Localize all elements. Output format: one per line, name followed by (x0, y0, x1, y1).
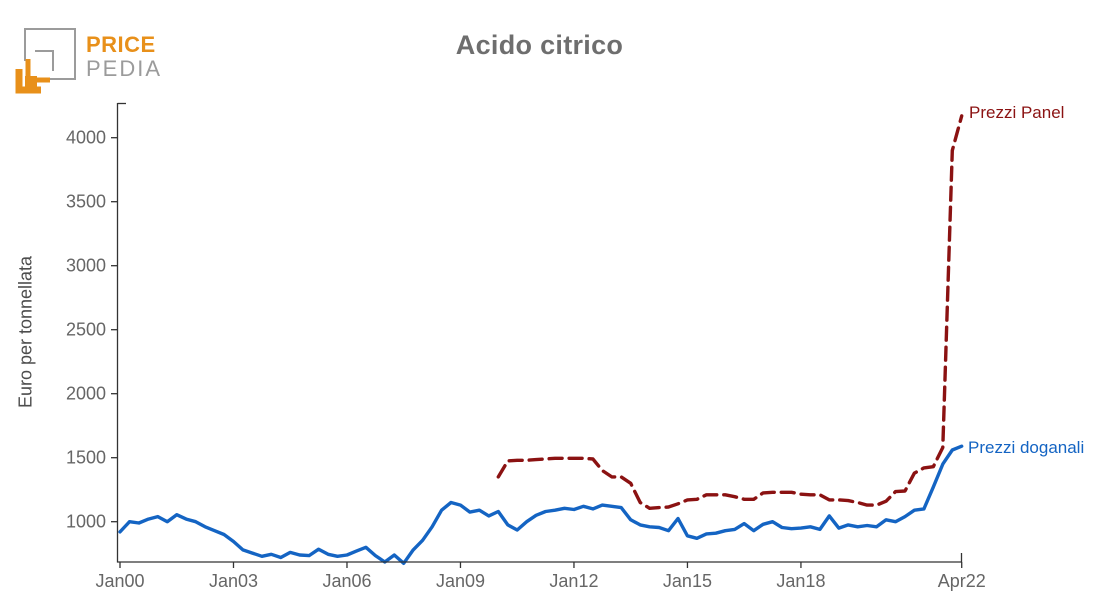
y-tick-label: 1500 (66, 448, 106, 468)
y-tick-label: 4000 (66, 128, 106, 148)
y-tick-label: 3000 (66, 256, 106, 276)
series-line-prezzi-doganali (118, 444, 964, 565)
y-tick-label: 1000 (66, 512, 106, 532)
axis-ticks: 1000 1500 2000 2500 3000 3500 4000 Jan00 Jan03 Ja… (66, 128, 986, 591)
logo-orange-square (25, 76, 37, 88)
x-tick-label: Jan06 (322, 571, 371, 591)
pricepedia-logo-text: PRICE PEDIA (86, 34, 162, 80)
logo-inner-corner (35, 50, 54, 71)
x-tick-label: Jan12 (549, 571, 598, 591)
y-tick-label: 3500 (66, 192, 106, 212)
y-tick-label: 2000 (66, 384, 106, 404)
logo-pedia-text: PEDIA (86, 56, 163, 81)
x-tick-label: Jan15 (663, 571, 712, 591)
logo-price-text: PRICE (86, 32, 156, 57)
x-tick-label: Jan18 (776, 571, 825, 591)
x-tick-label: Apr22 (938, 571, 986, 591)
series-label-prezzi-panel: Prezzi Panel (969, 103, 1065, 122)
x-tick-label: Jan03 (209, 571, 258, 591)
chart-title: Acido citrico (455, 30, 624, 60)
pricepedia-logo: PRICE PEDIA (8, 6, 168, 111)
x-tick-label: Jan09 (436, 571, 485, 591)
pricepedia-logo-icon (13, 28, 76, 94)
data-series (118, 114, 964, 565)
y-tick-label: 2500 (66, 320, 106, 340)
series-label-prezzi-doganali: Prezzi doganali (968, 438, 1085, 457)
series-line-prezzi-panel (496, 114, 964, 510)
logo-orange-bracket-2 (15, 69, 41, 94)
x-tick-label: Jan00 (95, 571, 144, 591)
